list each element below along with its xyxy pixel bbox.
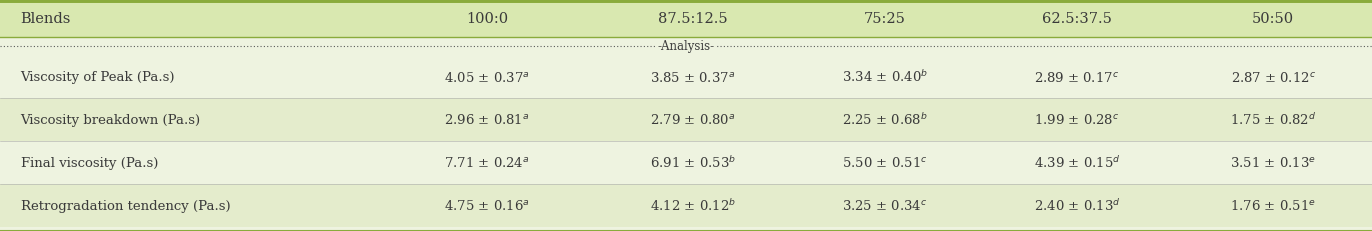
Text: Blends: Blends	[21, 12, 71, 26]
Text: 4.75 ± 0.16$^{a}$: 4.75 ± 0.16$^{a}$	[445, 199, 530, 213]
Text: 2.79 ± 0.80$^{a}$: 2.79 ± 0.80$^{a}$	[650, 113, 735, 127]
Text: 2.96 ± 0.81$^{a}$: 2.96 ± 0.81$^{a}$	[445, 113, 530, 127]
Text: Viscosity breakdown (Pa.s): Viscosity breakdown (Pa.s)	[21, 113, 200, 126]
Text: 100:0: 100:0	[466, 12, 508, 26]
Text: 4.39 ± 0.15$^{d}$: 4.39 ± 0.15$^{d}$	[1033, 155, 1121, 171]
Text: 87.5:12.5: 87.5:12.5	[659, 12, 727, 26]
Text: -Analysis-: -Analysis-	[657, 40, 715, 53]
Text: 1.99 ± 0.28$^{c}$: 1.99 ± 0.28$^{c}$	[1034, 113, 1120, 127]
Bar	[0, 141, 1372, 184]
Text: 5.50 ± 0.51$^{c}$: 5.50 ± 0.51$^{c}$	[842, 156, 927, 170]
Text: 3.51 ± 0.13$^{e}$: 3.51 ± 0.13$^{e}$	[1231, 156, 1316, 170]
Text: 2.87 ± 0.12$^{c}$: 2.87 ± 0.12$^{c}$	[1231, 70, 1316, 84]
Text: Final viscosity (Pa.s): Final viscosity (Pa.s)	[21, 156, 158, 169]
Bar	[0, 38, 1372, 56]
Text: Retrogradation tendency (Pa.s): Retrogradation tendency (Pa.s)	[21, 199, 230, 212]
Text: 2.40 ± 0.13$^{d}$: 2.40 ± 0.13$^{d}$	[1033, 198, 1121, 213]
Text: Viscosity of Peak (Pa.s): Viscosity of Peak (Pa.s)	[21, 71, 176, 84]
Text: 2.25 ± 0.68$^{b}$: 2.25 ± 0.68$^{b}$	[842, 112, 927, 128]
Text: 62.5:37.5: 62.5:37.5	[1043, 12, 1111, 26]
Text: 3.25 ± 0.34$^{c}$: 3.25 ± 0.34$^{c}$	[842, 199, 927, 213]
Text: 6.91 ± 0.53$^{b}$: 6.91 ± 0.53$^{b}$	[650, 155, 735, 171]
Text: 4.05 ± 0.37$^{a}$: 4.05 ± 0.37$^{a}$	[445, 70, 530, 84]
Bar	[0, 0, 1372, 38]
Text: 2.89 ± 0.17$^{c}$: 2.89 ± 0.17$^{c}$	[1034, 70, 1120, 84]
Text: 7.71 ± 0.24$^{a}$: 7.71 ± 0.24$^{a}$	[445, 156, 530, 170]
Text: 3.34 ± 0.40$^{b}$: 3.34 ± 0.40$^{b}$	[842, 69, 927, 85]
Text: 1.76 ± 0.51$^{e}$: 1.76 ± 0.51$^{e}$	[1231, 199, 1316, 213]
Text: 75:25: 75:25	[864, 12, 906, 26]
Text: 1.75 ± 0.82$^{d}$: 1.75 ± 0.82$^{d}$	[1231, 112, 1316, 128]
Bar	[0, 99, 1372, 141]
Text: 50:50: 50:50	[1253, 12, 1294, 26]
Bar	[0, 56, 1372, 99]
Text: 3.85 ± 0.37$^{a}$: 3.85 ± 0.37$^{a}$	[650, 70, 735, 84]
Bar	[0, 184, 1372, 227]
Text: 4.12 ± 0.12$^{b}$: 4.12 ± 0.12$^{b}$	[650, 198, 735, 213]
